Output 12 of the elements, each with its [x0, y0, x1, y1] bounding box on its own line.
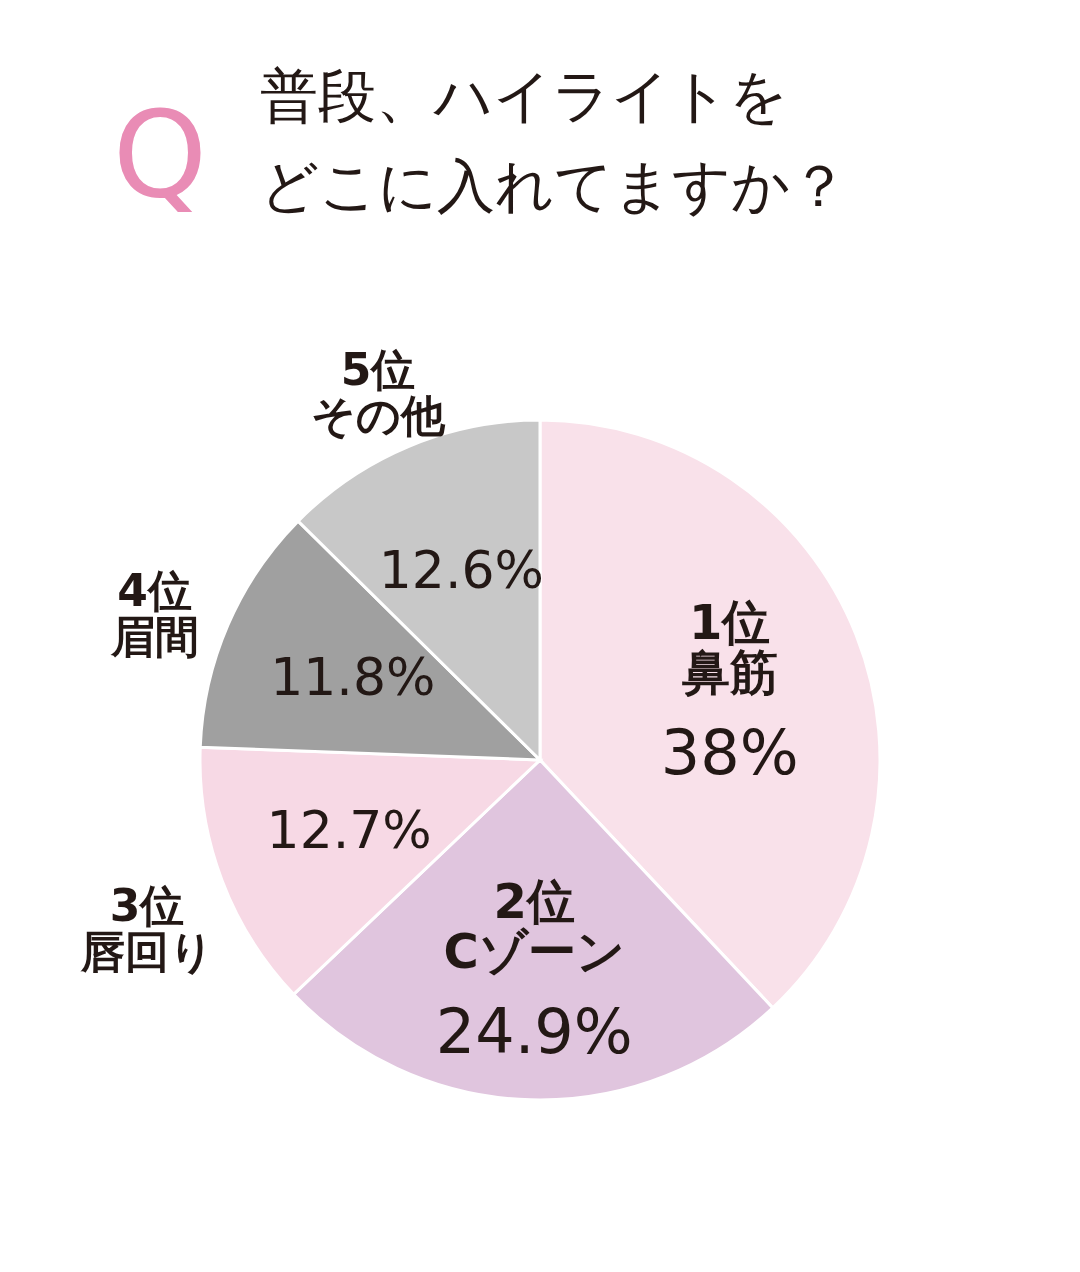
chart-title: 普段、ハイライトをどこに入れてますか？ [260, 62, 848, 220]
slice-label: 5位その他 [311, 344, 447, 442]
slice-label: 1位鼻筋 [681, 593, 778, 700]
data-label: 11.8% [270, 646, 436, 707]
data-label: 38% [660, 715, 799, 789]
text: Q [112, 85, 208, 224]
data-label: 24.9% [435, 994, 633, 1068]
data-label: 12.6% [378, 539, 544, 600]
slice-label: 3位唇回り [79, 880, 214, 978]
slice-label: 4位眉間 [109, 565, 199, 663]
slice-label: 2位Cゾーン [443, 872, 625, 979]
data-label: 12.7% [266, 800, 432, 861]
